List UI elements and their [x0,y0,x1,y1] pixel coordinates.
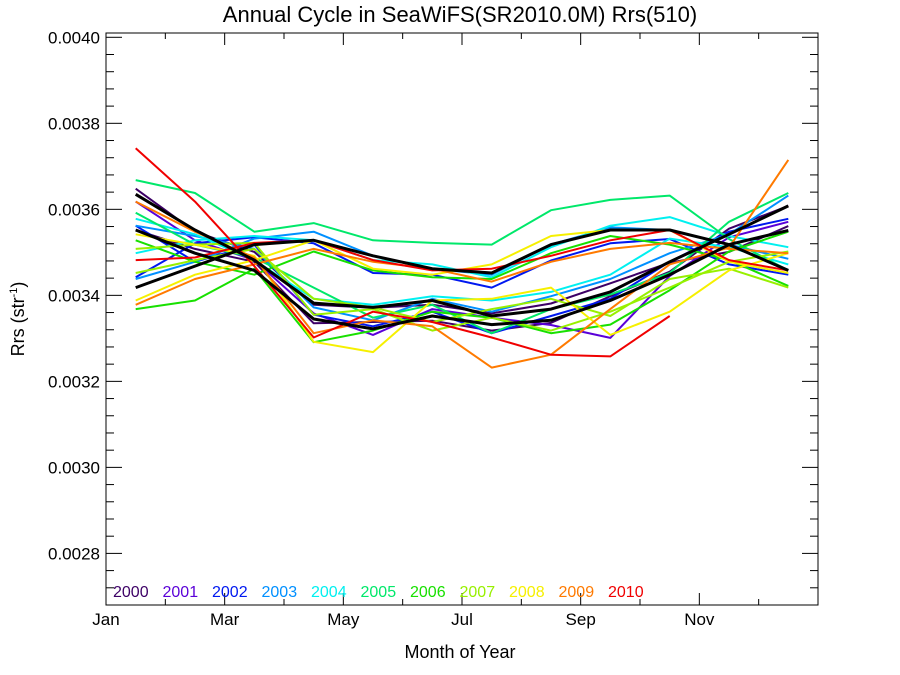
legend-item-2009: 2009 [559,584,595,601]
series-line-2007-13 [135,241,789,332]
y-tick-label: 0.0032 [48,372,100,391]
x-axis-label: Month of Year [404,642,515,662]
y-tick-label: 0.0036 [48,200,100,219]
y-axis-label: Rrs (str-1) [8,282,28,357]
x-tick-label: Sep [566,610,596,629]
x-axis: Jan Mar May Jul Sep Nov [92,33,819,629]
legend-item-2000: 2000 [113,584,149,601]
series-line-mean-21 [134,193,789,318]
x-tick-label: Jul [451,610,473,629]
y-tick-label: 0.0028 [48,544,100,563]
x-tick-label: May [327,610,360,629]
y-tick-label: 0.0040 [48,28,100,47]
series-line-2006-12 [135,235,789,287]
x-tick-label: Jan [92,610,119,629]
series-line-2007-14 [135,247,789,323]
y-tick-label: 0.0038 [48,114,100,133]
series-line-2005-9 [135,179,789,272]
series-line-mean-22 [135,228,789,290]
legend-item-2010: 2010 [608,584,644,601]
legend: 2000 2001 2002 2003 2004 2005 2006 2007 2008 2009… [113,584,644,601]
legend-item-2002: 2002 [212,584,248,601]
series-layer [134,147,790,369]
series-line-2010-19 [135,147,671,358]
x-tick-label: Mar [210,610,240,629]
legend-item-2001: 2001 [163,584,199,601]
x-tick-label: Nov [684,610,715,629]
series-line-mean-23 [135,228,789,331]
y-axis-label-superscript: -1 [8,288,20,298]
series-line-2009-17 [135,159,790,369]
legend-item-2003: 2003 [262,584,298,601]
y-tick-label: 0.0030 [48,458,100,477]
legend-item-2005: 2005 [361,584,397,601]
y-axis: 0.0028 0.0030 0.0032 0.0034 0.0036 0.0038 0.00… [48,28,818,606]
legend-item-2004: 2004 [311,584,347,601]
chart-title: Annual Cycle in SeaWiFS(SR2010.0M) Rrs(5… [223,2,697,27]
legend-item-2006: 2006 [410,584,446,601]
y-axis-label-close: ) [8,282,28,288]
y-tick-label: 0.0034 [48,286,100,305]
y-axis-label-main: Rrs (str [8,297,28,356]
legend-item-2007: 2007 [460,584,496,601]
legend-item-2008: 2008 [509,584,545,601]
